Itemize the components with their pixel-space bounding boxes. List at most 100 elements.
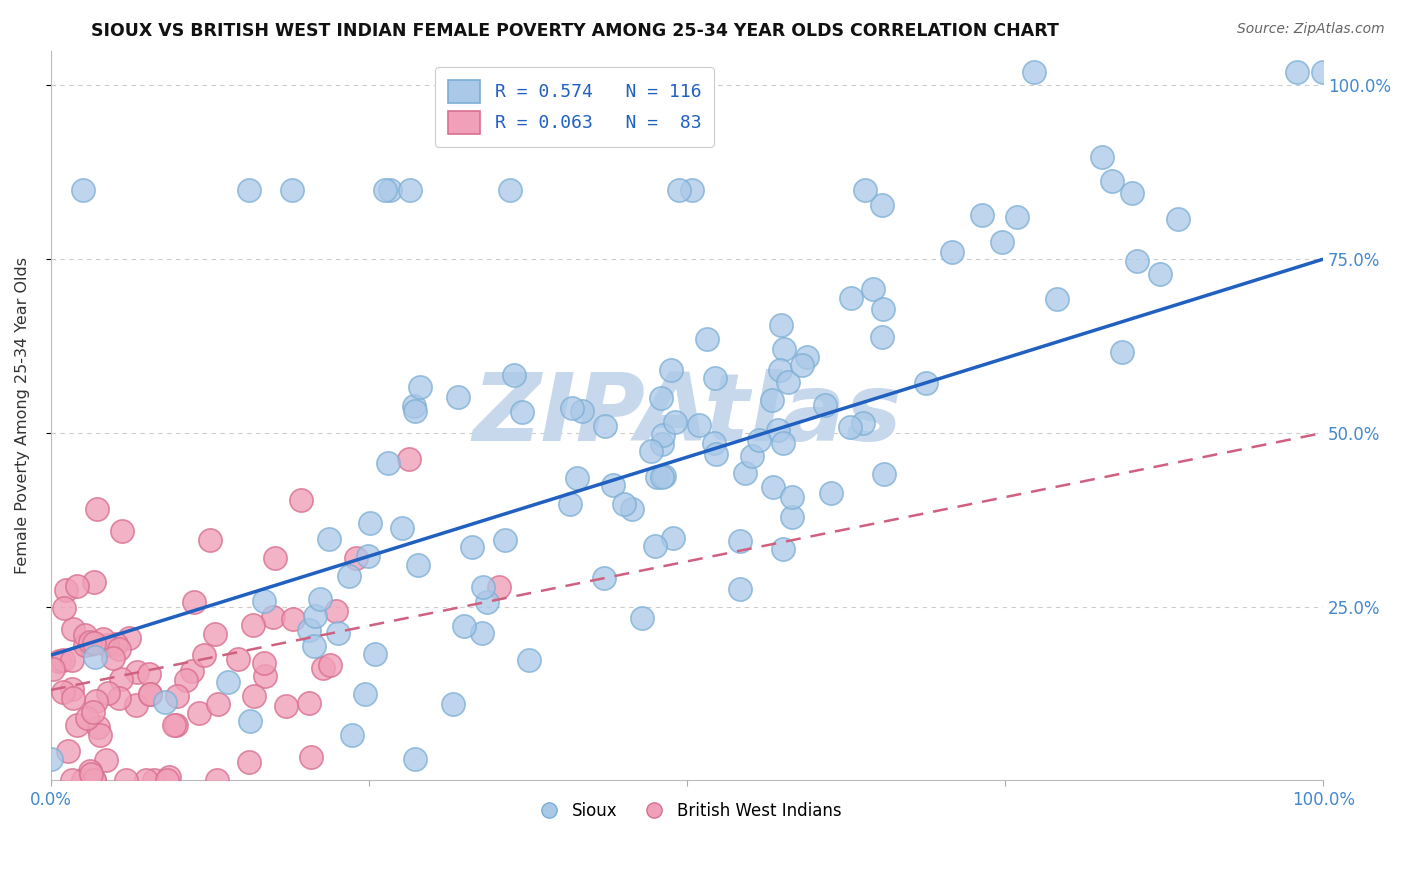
Point — [193, 648, 215, 662]
Text: ZIPAtlas: ZIPAtlas — [472, 369, 901, 461]
Point — [696, 333, 718, 347]
Legend: Sioux, British West Indians: Sioux, British West Indians — [526, 796, 849, 827]
Point — [704, 371, 727, 385]
Point — [62, 622, 84, 636]
Point — [66, 579, 89, 593]
Point — [84, 650, 107, 665]
Point — [1149, 268, 1171, 282]
Point — [991, 235, 1014, 249]
Point — [204, 627, 226, 641]
Point — [309, 591, 332, 606]
Point — [651, 428, 673, 442]
Point — [780, 510, 803, 524]
Point — [852, 417, 875, 431]
Point — [52, 685, 75, 699]
Point — [399, 183, 422, 197]
Point — [748, 434, 770, 448]
Point — [404, 752, 426, 766]
Point — [340, 728, 363, 742]
Point — [645, 470, 668, 484]
Point — [83, 575, 105, 590]
Point — [79, 637, 101, 651]
Point — [226, 651, 249, 665]
Point — [48, 654, 70, 668]
Point — [84, 694, 107, 708]
Point — [52, 601, 75, 615]
Point — [453, 619, 475, 633]
Point — [488, 580, 510, 594]
Point — [83, 636, 105, 650]
Point — [593, 571, 616, 585]
Point — [93, 632, 115, 647]
Point — [80, 766, 103, 780]
Point — [83, 773, 105, 788]
Point — [870, 330, 893, 344]
Point — [472, 581, 495, 595]
Point — [79, 764, 101, 778]
Point — [762, 480, 785, 494]
Point — [770, 318, 793, 332]
Point — [728, 582, 751, 596]
Point — [558, 497, 581, 511]
Point — [254, 669, 277, 683]
Point — [374, 183, 396, 197]
Point — [62, 690, 84, 705]
Point — [510, 404, 533, 418]
Point — [820, 486, 842, 500]
Point — [153, 695, 176, 709]
Point — [174, 673, 197, 688]
Point — [769, 363, 792, 377]
Point — [326, 626, 349, 640]
Point — [325, 604, 347, 618]
Point — [83, 773, 105, 788]
Point — [662, 531, 685, 545]
Point — [264, 551, 287, 566]
Point — [56, 744, 79, 758]
Point — [441, 697, 464, 711]
Point — [872, 302, 894, 317]
Point — [364, 647, 387, 661]
Point — [1091, 150, 1114, 164]
Point — [772, 542, 794, 557]
Point — [914, 376, 936, 391]
Point — [571, 404, 593, 418]
Point — [163, 718, 186, 732]
Point — [276, 699, 298, 714]
Point — [60, 773, 83, 788]
Point — [651, 469, 673, 483]
Point — [593, 418, 616, 433]
Point — [766, 424, 789, 438]
Point — [475, 595, 498, 609]
Point — [471, 626, 494, 640]
Point — [290, 493, 312, 508]
Point — [76, 711, 98, 725]
Point — [776, 375, 799, 389]
Point — [135, 773, 157, 788]
Point — [239, 714, 262, 728]
Point — [613, 497, 636, 511]
Point — [73, 639, 96, 653]
Point — [115, 773, 138, 788]
Point — [354, 687, 377, 701]
Point — [853, 183, 876, 197]
Point — [862, 281, 884, 295]
Point — [494, 533, 516, 548]
Point — [60, 682, 83, 697]
Point — [165, 718, 187, 732]
Point — [380, 183, 402, 197]
Point — [107, 642, 129, 657]
Point — [89, 728, 111, 742]
Point — [297, 696, 319, 710]
Point — [668, 183, 690, 197]
Point — [460, 540, 482, 554]
Point — [503, 368, 526, 382]
Point — [659, 363, 682, 377]
Point — [318, 532, 340, 546]
Point — [238, 756, 260, 770]
Point — [1046, 292, 1069, 306]
Point — [60, 653, 83, 667]
Point — [207, 697, 229, 711]
Point — [55, 582, 77, 597]
Point — [94, 753, 117, 767]
Point — [357, 549, 380, 564]
